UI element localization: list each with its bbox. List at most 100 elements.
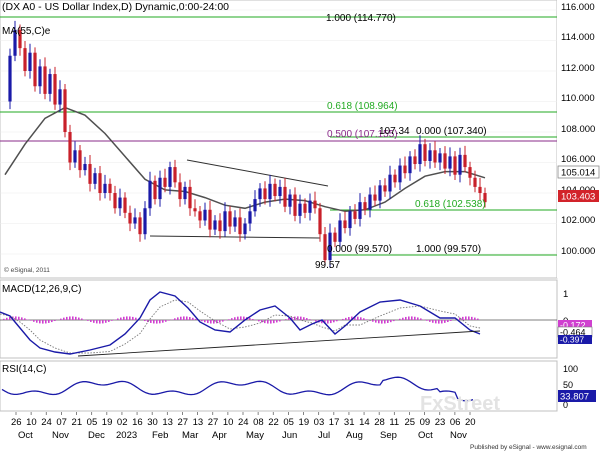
ma55-line	[4, 106, 486, 213]
macd-histogram-bar	[471, 316, 473, 320]
macd-histogram-bar	[477, 318, 479, 320]
candle-body	[438, 153, 442, 163]
candle-body	[303, 203, 307, 213]
macd-histogram-bar	[393, 320, 395, 322]
fib-label-0500: 0.500 (107.155)	[327, 129, 398, 140]
ma-label: MA(55,C)e	[2, 26, 51, 37]
time-axis: 26 10 24 07 21 05 19 02 16 30 13 27 13 27 10 24 08 22 05 19…	[0, 412, 600, 452]
candle-body	[88, 164, 92, 184]
macd-histogram-bar	[126, 316, 128, 320]
candle-body	[73, 150, 77, 163]
month-label: Aug	[346, 430, 363, 441]
candle-body	[213, 220, 217, 230]
macd-histogram-bar	[144, 320, 146, 322]
macd-histogram-bar	[219, 320, 221, 323]
candle-body	[453, 156, 457, 175]
macd-histogram-bar	[90, 320, 92, 322]
month-label: Dec	[88, 430, 105, 441]
macd-histogram-bar	[24, 318, 26, 320]
candle-body	[373, 194, 377, 201]
macd-histogram-bar	[156, 320, 158, 324]
candle-body	[183, 186, 187, 200]
macd-histogram-bar	[432, 320, 434, 323]
macd-histogram-bar	[78, 317, 80, 320]
trendline-upper	[186, 159, 329, 187]
candle-body	[178, 182, 182, 200]
macd-histogram-bar	[213, 320, 215, 324]
candle-body	[388, 174, 392, 192]
month-label: Nov	[52, 430, 69, 441]
macd-histogram-bar	[351, 316, 353, 320]
day-label: 19	[299, 417, 310, 428]
candle-body	[348, 211, 352, 229]
candle-body	[103, 183, 107, 193]
price-tick: 106.000	[561, 154, 595, 165]
candle-body	[243, 223, 247, 235]
macd-histogram-bar	[462, 316, 464, 320]
rsi-value-text: 33.807	[560, 392, 589, 403]
day-label: 14	[359, 417, 370, 428]
macd-histogram-bar	[390, 320, 392, 323]
macd-histogram-bar	[330, 320, 332, 324]
candle-body	[143, 208, 147, 235]
macd-histogram-bar	[183, 316, 185, 320]
macd-histogram-bar	[273, 320, 275, 324]
candle-body	[483, 193, 487, 203]
candle-body	[148, 180, 152, 209]
candle-body	[393, 174, 397, 183]
macd-histogram-bar	[108, 320, 110, 322]
candle-body	[333, 232, 337, 242]
macd-histogram-bar	[360, 317, 362, 320]
ma-value-text: 105.014	[561, 168, 595, 179]
candle-body	[233, 217, 237, 227]
macd-histogram-bar	[66, 316, 68, 320]
day-label: 21	[72, 417, 83, 428]
month-label: Jul	[318, 430, 330, 441]
candle-body	[313, 200, 317, 209]
candle-body	[153, 180, 157, 200]
macd-histogram-bar	[96, 320, 98, 324]
macd-histogram-bar	[435, 320, 437, 324]
macd-histogram-bar	[111, 320, 113, 321]
rsi-value-tag	[558, 390, 596, 402]
candle-body	[293, 194, 297, 216]
macd-histogram-bar	[129, 316, 131, 320]
macd-histogram-bar	[240, 316, 242, 320]
candle-body	[338, 220, 342, 242]
candle-body	[403, 165, 407, 174]
macd-histogram-bar	[243, 316, 245, 320]
candle-body	[358, 202, 362, 219]
macd-histogram-bar	[306, 318, 308, 320]
macd-histogram-bar	[102, 320, 104, 324]
macd-histogram-bar	[297, 316, 299, 320]
macd-value-text-1: -0.172	[560, 321, 586, 331]
macd-histogram-bar	[48, 320, 50, 323]
day-label: 20	[465, 417, 476, 428]
macd-histogram-bar	[99, 320, 101, 324]
watermark: FxStreet	[420, 393, 500, 415]
month-label: Oct	[418, 430, 433, 441]
candle-body	[458, 154, 462, 175]
price-axis: 116.000 114.000 112.000 110.000 108.000 …	[557, 0, 600, 278]
candle-body	[253, 199, 257, 212]
copyright-label: © eSignal, 2011	[4, 266, 50, 274]
day-label: 31	[344, 417, 355, 428]
candle-body	[418, 144, 422, 165]
candle-body	[13, 29, 17, 56]
macd-histogram-bar	[384, 320, 386, 324]
candle-body	[288, 194, 292, 207]
macd-histogram-bar	[309, 319, 311, 320]
day-label: 07	[56, 417, 67, 428]
macd-histogram-bar	[366, 319, 368, 320]
day-label: 19	[102, 417, 113, 428]
rsi-tick: 50	[563, 380, 573, 390]
macd-histogram-bar	[45, 320, 47, 324]
month-label: Mar	[182, 430, 198, 441]
macd-histogram-bar	[159, 320, 161, 324]
macd-histogram-bar	[444, 320, 446, 323]
macd-histogram-bar	[168, 320, 170, 321]
macd-histogram-bar	[117, 318, 119, 320]
candle-body	[8, 55, 12, 102]
price-gridlines	[0, 9, 557, 255]
macd-histogram-bar	[63, 317, 65, 320]
